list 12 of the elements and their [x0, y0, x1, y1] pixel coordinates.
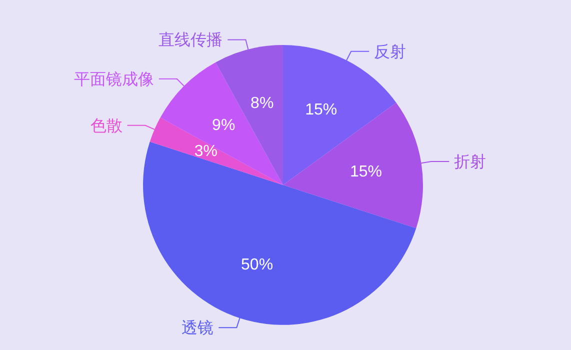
data-label: 3% — [194, 143, 218, 160]
slice-label: 平面镜成像 — [74, 69, 154, 88]
slice-label: 透镜 — [182, 318, 214, 338]
data-label: 15% — [350, 163, 382, 180]
data-label: 9% — [212, 117, 236, 134]
slice-label: 色散 — [90, 116, 122, 135]
slice-label: 直线传播 — [158, 30, 223, 50]
slice-label: 反射 — [374, 42, 406, 61]
data-label: 8% — [250, 95, 274, 112]
data-label: 50% — [241, 256, 274, 274]
data-label: 15% — [305, 102, 338, 119]
slice-label: 折射 — [454, 152, 486, 172]
